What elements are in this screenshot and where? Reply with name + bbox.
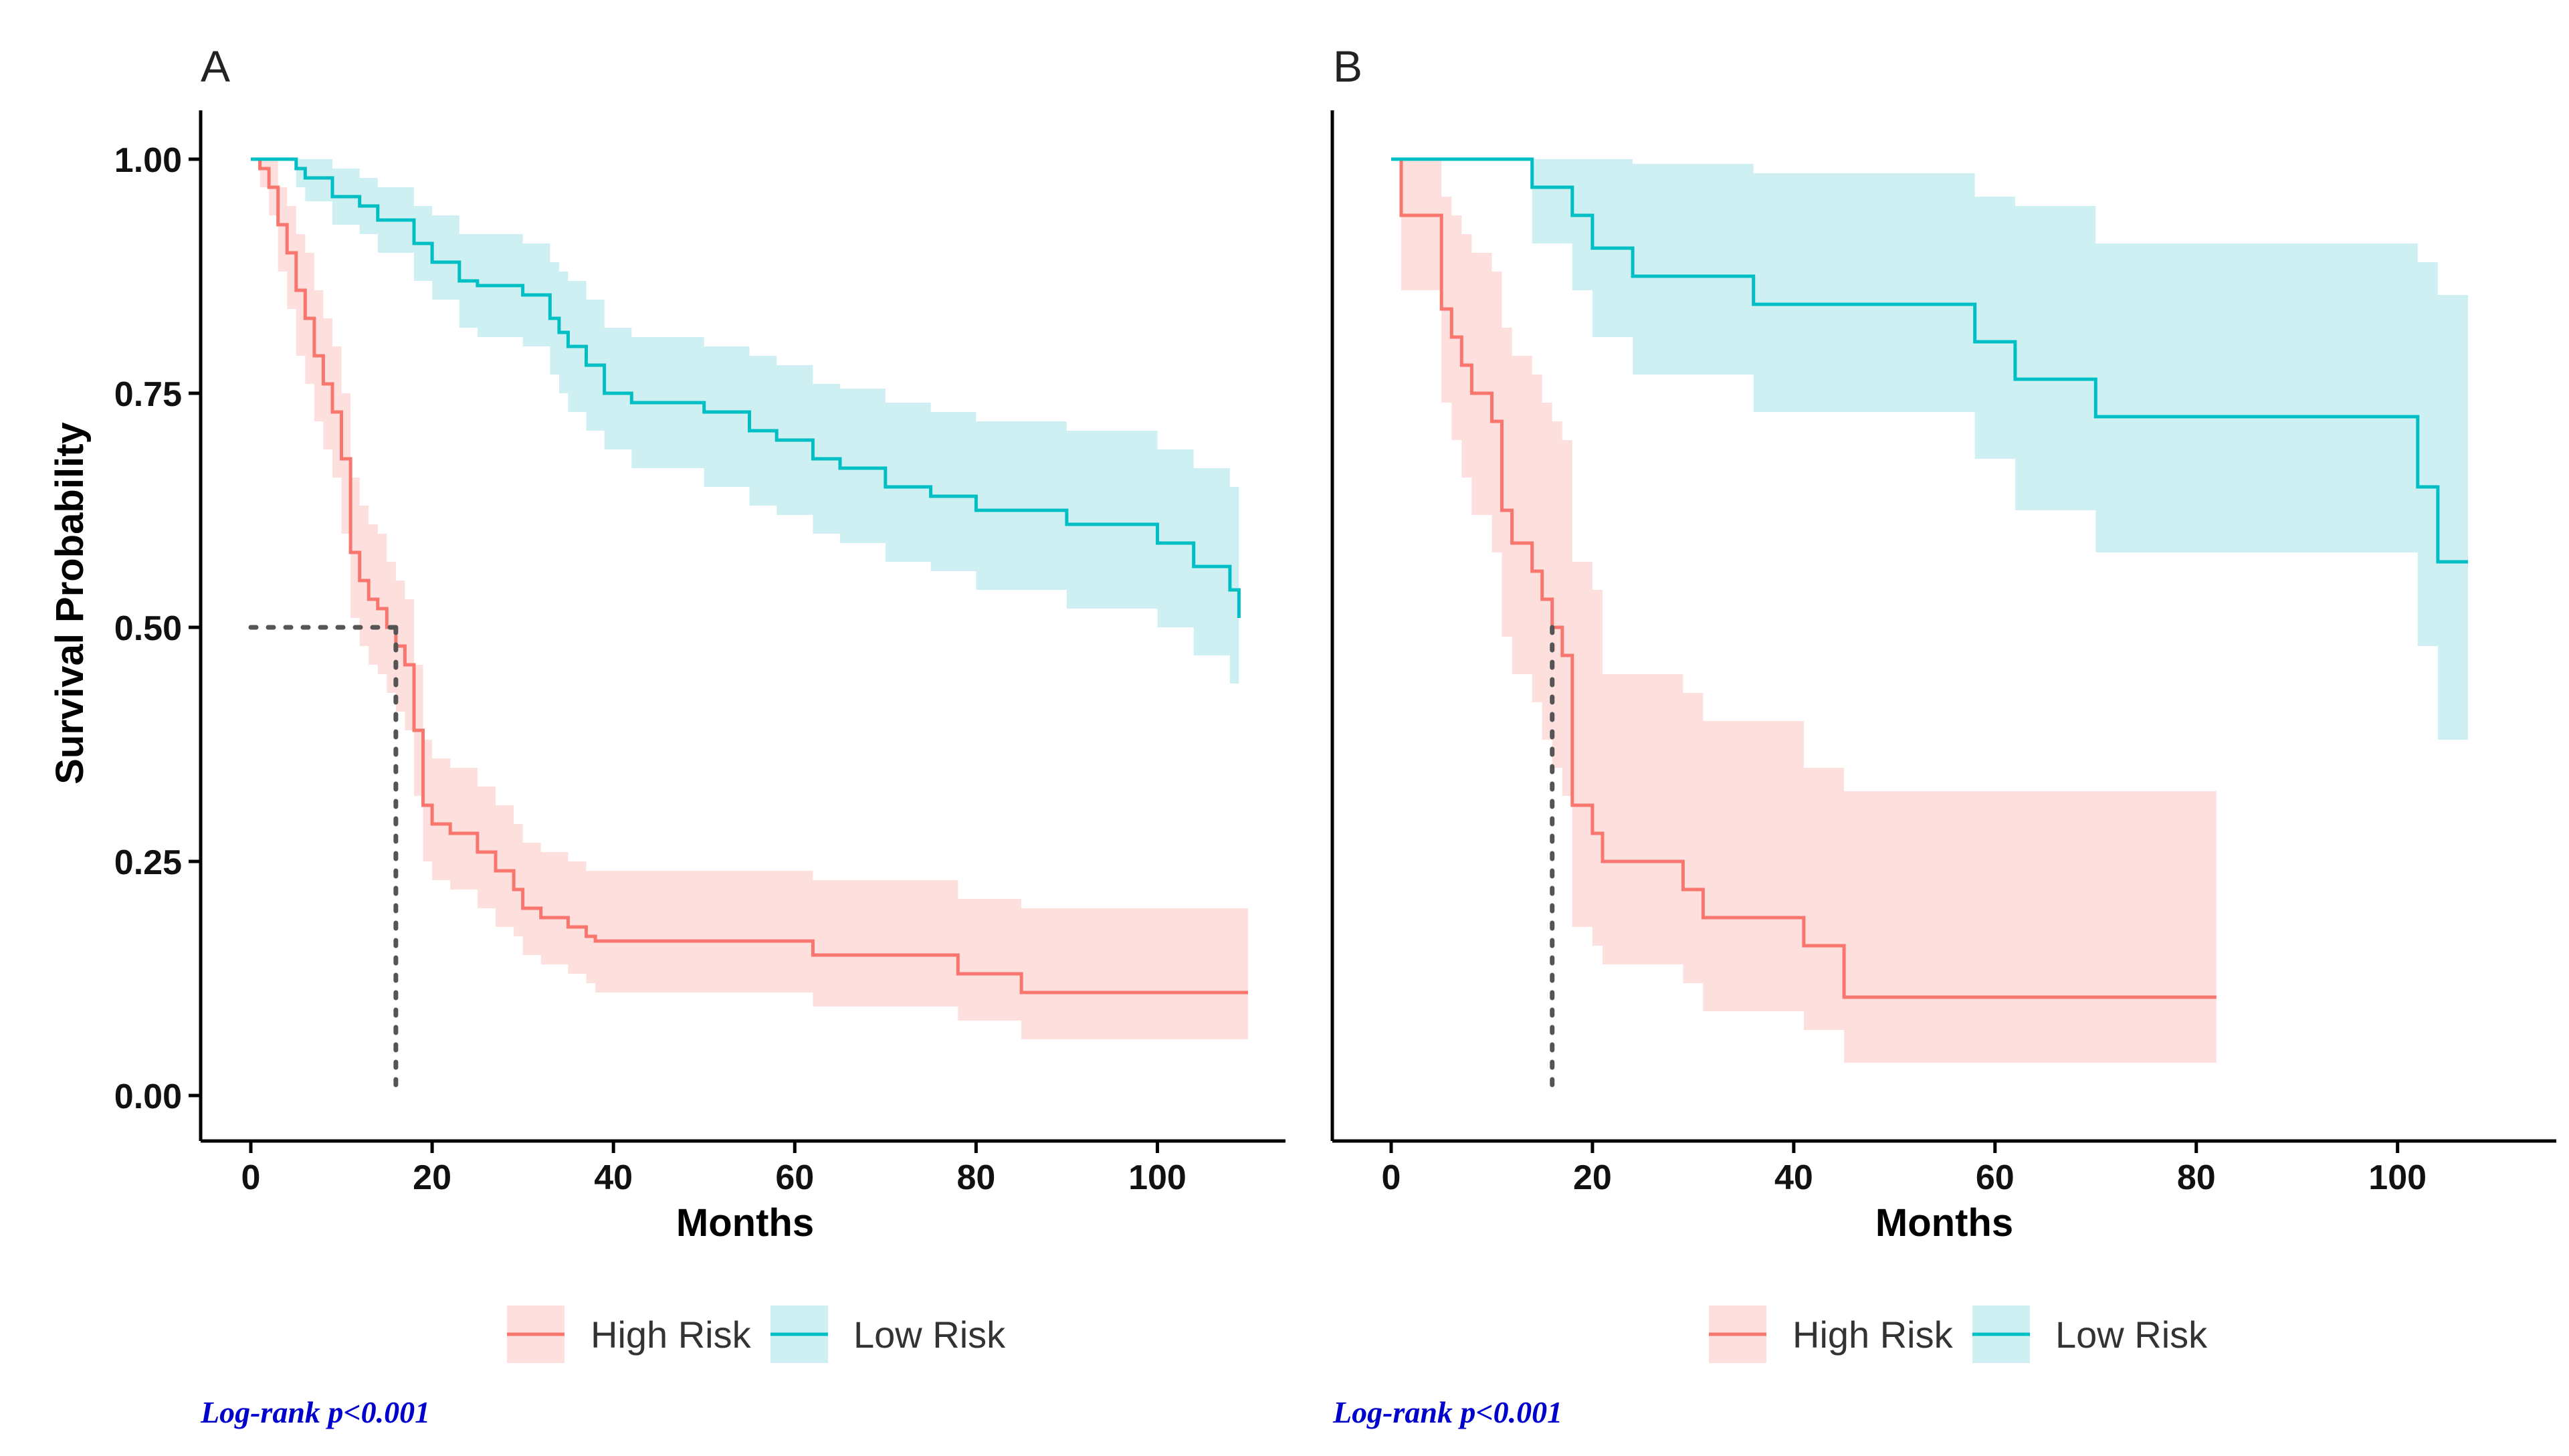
panel-a-y-tick-label-3: 0.75 [114,375,182,414]
panel-a-curve-low-risk [251,157,1241,618]
panel-b-legend-low-risk-label: Low Risk [2055,1314,2208,1356]
panel-b-log-rank-annotation: Log-rank p<0.001 [1332,1395,1562,1429]
panel-a: A 0.00 0.25 0.50 0.75 1.00 0 20 40 60 80 100 Mont… [48,41,1286,1429]
panel-b-x-tick-label-100: 100 [2368,1158,2427,1197]
panel-a-x-ticks: 0 20 40 60 80 100 [241,1141,1187,1197]
panel-a-x-tick-label-80: 80 [956,1158,995,1197]
panel-b-label: B [1333,41,1362,91]
panel-a-y-tick-label-4: 1.00 [114,141,182,180]
panel-a-y-tick-label-1: 0.25 [114,843,182,882]
panel-a-y-ticks: 0.00 0.25 0.50 0.75 1.00 [114,141,201,1116]
panel-a-y-tick-label-0: 0.00 [114,1077,182,1116]
panel-a-x-tick-label-0: 0 [241,1158,261,1197]
panel-a-y-axis-title: Survival Probability [48,422,92,785]
panel-a-band-low-risk [251,159,1239,712]
panel-a-log-rank-annotation: Log-rank p<0.001 [200,1395,430,1429]
panel-a-legend-high-risk-label: High Risk [591,1314,752,1356]
panel-b-band-high-risk [1391,159,2217,1063]
panel-a-band-high-risk [251,159,1248,1039]
panel-b-x-tick-label-40: 40 [1774,1158,1813,1197]
panel-b-x-ticks: 0 20 40 60 80 100 [1382,1141,2427,1197]
panel-b-x-axis-title: Months [1875,1201,2013,1245]
panel-b-legend-high-risk-label: High Risk [1792,1314,1954,1356]
panel-b-legend: High Risk Low Risk [1709,1306,2208,1363]
panel-a-legend-low-risk-label: Low Risk [853,1314,1006,1356]
panel-a-x-tick-label-60: 60 [775,1158,814,1197]
panel-a-curve-high-risk [251,157,1248,995]
panel-b-curve-low-risk [1391,157,2468,564]
panel-a-confidence-bands [251,159,1248,1039]
panel-b-x-tick-label-80: 80 [2177,1158,2216,1197]
panel-b: B 0 20 40 60 80 100 Months High Risk Low Risk… [1330,41,2556,1429]
panel-a-x-tick-label-100: 100 [1128,1158,1187,1197]
panel-a-y-tick-label-2: 0.50 [114,609,182,648]
panel-b-x-tick-label-20: 20 [1573,1158,1612,1197]
panel-a-x-tick-label-40: 40 [594,1158,633,1197]
panel-b-survival-curves [1391,157,2468,999]
panel-a-x-tick-label-20: 20 [413,1158,451,1197]
panel-b-curve-high-risk [1391,157,2217,999]
panel-a-label: A [201,41,230,91]
panel-b-x-tick-label-0: 0 [1382,1158,1401,1197]
panel-a-median-lines [248,625,399,1098]
panel-a-legend: High Risk Low Risk [507,1306,1006,1363]
panel-a-x-axis-title: Months [676,1201,814,1245]
panel-b-confidence-bands [1391,159,2468,1063]
panel-b-x-tick-label-60: 60 [1976,1158,2015,1197]
panel-b-band-low-risk [1391,159,2468,740]
panel-a-survival-curves [251,157,1248,995]
